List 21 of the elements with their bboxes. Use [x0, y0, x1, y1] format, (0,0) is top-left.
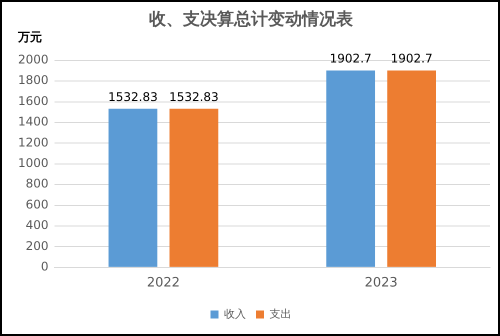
y-tick-label: 1200: [18, 135, 49, 150]
y-tick-label: 1000: [18, 156, 49, 170]
y-tick-label: 400: [26, 218, 49, 232]
y-tick-label: 1400: [18, 114, 49, 129]
y-tick-label: 600: [26, 197, 49, 212]
x-tick-label: 2023: [364, 276, 398, 291]
y-tick-label: 1800: [18, 73, 49, 88]
data-label: 1532.83: [108, 90, 158, 104]
data-label: 1532.83: [169, 90, 219, 104]
y-tick-label: 0: [40, 260, 49, 274]
chart-title: 收、支决算总计变动情况表: [149, 10, 354, 30]
legend-label: 支出: [270, 307, 292, 320]
y-tick-label: 800: [26, 176, 49, 191]
data-label: 1902.7: [330, 52, 372, 66]
x-tick-label: 2022: [146, 276, 180, 291]
y-tick-label: 200: [26, 238, 49, 253]
y-tick-label: 2000: [18, 52, 49, 67]
y-tick-label: 1600: [18, 94, 49, 108]
data-label: 1902.7: [390, 52, 433, 66]
legend-label: 收入: [224, 307, 246, 320]
y-axis-title: 万元: [17, 30, 42, 44]
